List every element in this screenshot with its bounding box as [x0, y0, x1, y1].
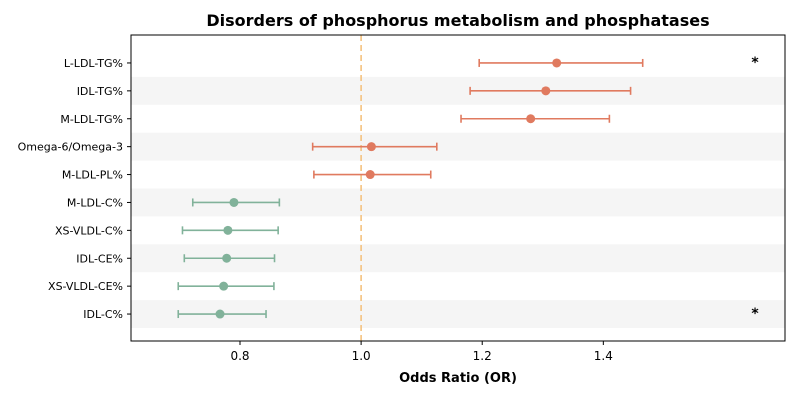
or-point — [223, 225, 233, 235]
x-tick-label: 1.4 — [594, 349, 613, 363]
y-tick-label: IDL-C% — [83, 308, 123, 321]
or-point — [366, 142, 376, 152]
or-point — [229, 197, 239, 207]
chart-title: Disorders of phosphorus metabolism and p… — [206, 11, 709, 30]
y-tick-label: M-LDL-C% — [67, 196, 123, 209]
or-point — [222, 253, 232, 263]
row-band — [131, 132, 785, 161]
x-tick-label: 1.0 — [352, 349, 371, 363]
y-tick-label: L-LDL-TG% — [64, 57, 123, 70]
x-axis-label: Odds Ratio (OR) — [399, 371, 517, 386]
or-point — [219, 281, 229, 291]
y-tick-label: M-LDL-PL% — [62, 169, 123, 182]
significance-marker: * — [751, 306, 759, 322]
significance-marker: * — [751, 55, 759, 71]
plot-area: L-LDL-TG% * IDL-TG% M-LDL-TG% Omega-6/Omega-… — [18, 34, 786, 363]
row-band — [131, 76, 785, 105]
y-tick-label: XS-VLDL-CE% — [48, 280, 123, 293]
y-tick-label: M-LDL-TG% — [60, 113, 123, 126]
y-tick-label: Omega-6/Omega-3 — [18, 141, 123, 154]
x-tick-label: 1.2 — [473, 349, 492, 363]
axes-frame — [130, 34, 786, 342]
or-point — [552, 58, 562, 68]
or-point — [365, 170, 375, 180]
or-point — [541, 86, 551, 96]
y-tick-label: IDL-TG% — [77, 85, 123, 98]
x-tick-label: 0.8 — [230, 349, 249, 363]
or-point — [526, 114, 536, 124]
y-tick-label: IDL-CE% — [76, 252, 123, 265]
or-point — [215, 309, 225, 319]
y-tick-label: XS-VLDL-C% — [55, 224, 123, 237]
